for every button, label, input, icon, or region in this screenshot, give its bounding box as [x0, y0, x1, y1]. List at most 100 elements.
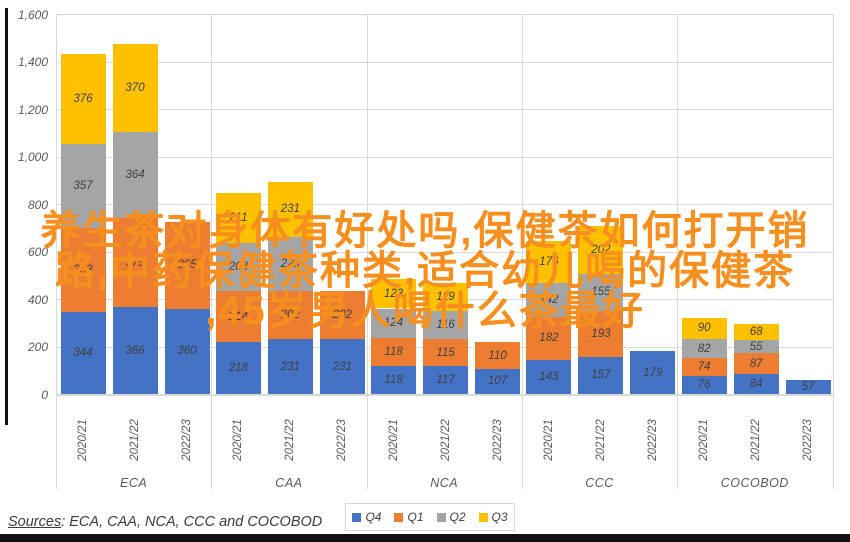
legend-item-Q1: Q1 — [394, 510, 424, 524]
x-axis-year-label: 2020/21 — [698, 419, 711, 461]
bar-segment-value: 231 — [280, 360, 300, 373]
y-axis-tick-label: 800 — [27, 197, 48, 212]
x-axis-group-label-CCC: CCC — [585, 476, 614, 490]
category-separator-line — [522, 14, 523, 489]
bar-segment-COCOBOD-2021/22-Q3 — [733, 324, 779, 341]
bar-segment-value: 376 — [73, 93, 93, 106]
bar-segment-value: 357 — [73, 180, 93, 193]
bar-segment-CAA-2020/21-Q3 — [215, 193, 261, 244]
bar-segment-ECA-2021/22-Q2 — [112, 131, 158, 218]
bar-segment-value: 119 — [436, 291, 455, 304]
bar-segment-ECA-2020/21-Q2 — [60, 143, 106, 229]
overlay-headline-line1[interactable]: 养生茶对身体有好处吗,保健茶如何打开销 — [40, 209, 810, 253]
x-axis-group-label-CAA: CAA — [275, 476, 303, 490]
bar-segment-value: 202 — [280, 309, 300, 322]
gridline — [56, 204, 833, 205]
x-axis-year-label: 2022/23 — [491, 419, 504, 461]
sources-text: : ECA, CAA, NCA, CCC and COCOBOD — [61, 514, 323, 530]
bar-segment-CCC-2021/22-Q1 — [578, 310, 624, 357]
bar-segment-value: 74 — [697, 361, 711, 374]
category-separator-line — [56, 14, 57, 489]
bar-segment-ECA-2022/23-Q4 — [164, 308, 210, 394]
bar-segment-CAA-2022/23-Q4 — [319, 339, 365, 394]
bar-segment-CCC-2022/23-Q4 — [630, 351, 676, 394]
bar-segment-value: 360 — [177, 345, 197, 358]
overlay-headline-line3[interactable]: ,45岁男人喝什么茶最好 — [205, 289, 645, 333]
bar-segment-value: 84 — [749, 378, 763, 391]
bar-segment-value: 118 — [384, 345, 403, 358]
y-axis-tick-label: 1,200 — [17, 102, 48, 117]
gridline — [56, 109, 833, 110]
x-axis-year-label: 2021/22 — [439, 419, 452, 461]
bar-segment-CAA-2021/22-Q1 — [267, 291, 313, 340]
y-axis-tick-label: 400 — [27, 292, 48, 307]
sources-label: Sources — [8, 514, 62, 530]
bar-segment-value: 375 — [125, 256, 145, 269]
bar-segment-COCOBOD-2021/22-Q2 — [733, 340, 779, 354]
bar-segment-value: 202 — [591, 244, 611, 257]
bar-segment-CAA-2022/23-Q1 — [319, 291, 365, 340]
bar-segment-ECA-2021/22-Q3 — [112, 43, 158, 132]
bar-segment-COCOBOD-2020/21-Q2 — [681, 338, 727, 359]
bar-segment-ECA-2020/21-Q3 — [60, 54, 106, 144]
bar-segment-value: 231 — [280, 203, 300, 216]
bar-segment-COCOBOD-2020/21-Q3 — [681, 317, 727, 339]
bar-segment-ECA-2020/21-Q4 — [60, 312, 106, 394]
overlay-headline[interactable]: 养生茶对身体有好处吗,保健茶如何打开销 路,中药保健茶种类,适合幼儿喝的保健茶 … — [0, 211, 850, 331]
x-axis-year-label: 2020/21 — [542, 419, 555, 461]
bar-segment-value: 364 — [125, 168, 145, 181]
bar-segment-value: 155 — [591, 286, 611, 299]
bar-segment-value: 231 — [332, 360, 352, 373]
y-axis-tick-label: 1,000 — [17, 150, 48, 164]
bar-segment-value: 87 — [749, 357, 763, 370]
bar-segment-value: 115 — [436, 346, 455, 359]
bar-segment-CCC-2020/21-Q1 — [526, 316, 572, 361]
bar-segment-CCC-2021/22-Q2 — [578, 274, 624, 311]
bar-segment-value: 157 — [591, 369, 611, 382]
bar-segment-value: 211 — [229, 212, 248, 225]
bar-segment-value: 214 — [228, 310, 248, 323]
bar-segment-value: 110 — [488, 349, 507, 362]
bar-segment-CAA-2021/22-Q4 — [267, 339, 313, 394]
bar-segment-NCA-2020/21-Q3 — [371, 279, 417, 309]
bar-segment-value: 202 — [332, 309, 352, 322]
bar-segment-value: 107 — [488, 375, 508, 388]
page-bottom-border — [0, 534, 850, 542]
x-axis-year-label: 2020/21 — [387, 419, 400, 461]
bar-segment-CCC-2020/21-Q2 — [526, 283, 572, 317]
bar-segment-ECA-2021/22-Q1 — [112, 218, 158, 308]
bar-segment-value: 90 — [697, 322, 711, 335]
bar-segment-CCC-2020/21-Q3 — [526, 241, 572, 284]
bar-segment-value: 143 — [539, 371, 559, 384]
bar-segment-value: 142 — [539, 293, 559, 306]
bar-segment-COCOBOD-2021/22-Q1 — [733, 353, 779, 375]
x-axis-year-label: 2020/21 — [232, 419, 245, 461]
bar-segment-value: 76 — [697, 378, 711, 391]
bar-segment-NCA-2022/23-Q4 — [475, 368, 521, 394]
gridline — [56, 251, 833, 253]
bar-segment-NCA-2021/22-Q1 — [423, 338, 469, 367]
bar-segment-COCOBOD-2022/23-Q4 — [785, 380, 831, 394]
legend-swatch-Q1 — [394, 512, 404, 522]
bar-segment-CAA-2021/22-Q2 — [267, 236, 313, 292]
y-axis-tick-label: 1,400 — [17, 55, 48, 69]
bar-segment-NCA-2020/21-Q4 — [371, 365, 417, 394]
x-axis-year-label: 2021/22 — [284, 419, 297, 461]
bar-segment-value: 218 — [228, 362, 248, 375]
x-axis-year-label: 2021/22 — [750, 419, 763, 461]
bar-segment-COCOBOD-2020/21-Q4 — [681, 375, 727, 394]
bar-segment-value: 123 — [384, 287, 404, 300]
category-separator-line — [833, 14, 834, 489]
legend-item-Q4: Q4 — [352, 510, 381, 524]
x-axis-year-label: 2021/22 — [129, 419, 141, 461]
legend-item-Q2: Q2 — [436, 510, 466, 524]
bar-segment-value: 366 — [125, 344, 145, 357]
bar-segment-CCC-2021/22-Q4 — [578, 356, 624, 394]
x-axis-group-label-NCA: NCA — [430, 476, 459, 490]
bar-segment-NCA-2021/22-Q3 — [423, 283, 469, 312]
bar-segment-COCOBOD-2020/21-Q1 — [681, 358, 727, 376]
overlay-headline-line2[interactable]: 路,中药保健茶种类,适合幼儿喝的保健茶 — [54, 249, 796, 293]
bar-segment-value: 55 — [749, 340, 763, 353]
bar-segment-value: 116 — [436, 319, 455, 332]
category-separator-line — [211, 14, 212, 489]
